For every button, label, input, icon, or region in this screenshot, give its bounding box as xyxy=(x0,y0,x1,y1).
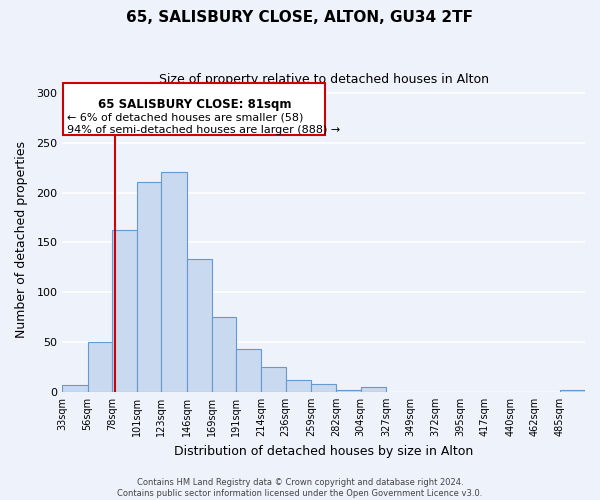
Bar xyxy=(337,390,361,392)
Text: ← 6% of detached houses are smaller (58): ← 6% of detached houses are smaller (58) xyxy=(67,113,303,123)
Text: 65 SALISBURY CLOSE: 81sqm: 65 SALISBURY CLOSE: 81sqm xyxy=(98,98,291,111)
Bar xyxy=(112,230,137,392)
Bar xyxy=(236,349,262,392)
Text: 65, SALISBURY CLOSE, ALTON, GU34 2TF: 65, SALISBURY CLOSE, ALTON, GU34 2TF xyxy=(127,10,473,25)
Text: 94% of semi-detached houses are larger (888) →: 94% of semi-detached houses are larger (… xyxy=(67,125,340,135)
Bar xyxy=(286,380,311,392)
FancyBboxPatch shape xyxy=(64,83,325,135)
Title: Size of property relative to detached houses in Alton: Size of property relative to detached ho… xyxy=(158,72,488,86)
Bar xyxy=(311,384,337,392)
Y-axis label: Number of detached properties: Number of detached properties xyxy=(15,142,28,338)
Bar xyxy=(187,260,212,392)
Bar xyxy=(560,390,585,392)
Bar xyxy=(361,387,386,392)
Bar xyxy=(262,367,286,392)
Text: Contains HM Land Registry data © Crown copyright and database right 2024.
Contai: Contains HM Land Registry data © Crown c… xyxy=(118,478,482,498)
Bar xyxy=(88,342,112,392)
Bar xyxy=(161,172,187,392)
X-axis label: Distribution of detached houses by size in Alton: Distribution of detached houses by size … xyxy=(174,444,473,458)
Bar xyxy=(137,182,161,392)
Bar xyxy=(62,385,88,392)
Bar xyxy=(212,317,236,392)
